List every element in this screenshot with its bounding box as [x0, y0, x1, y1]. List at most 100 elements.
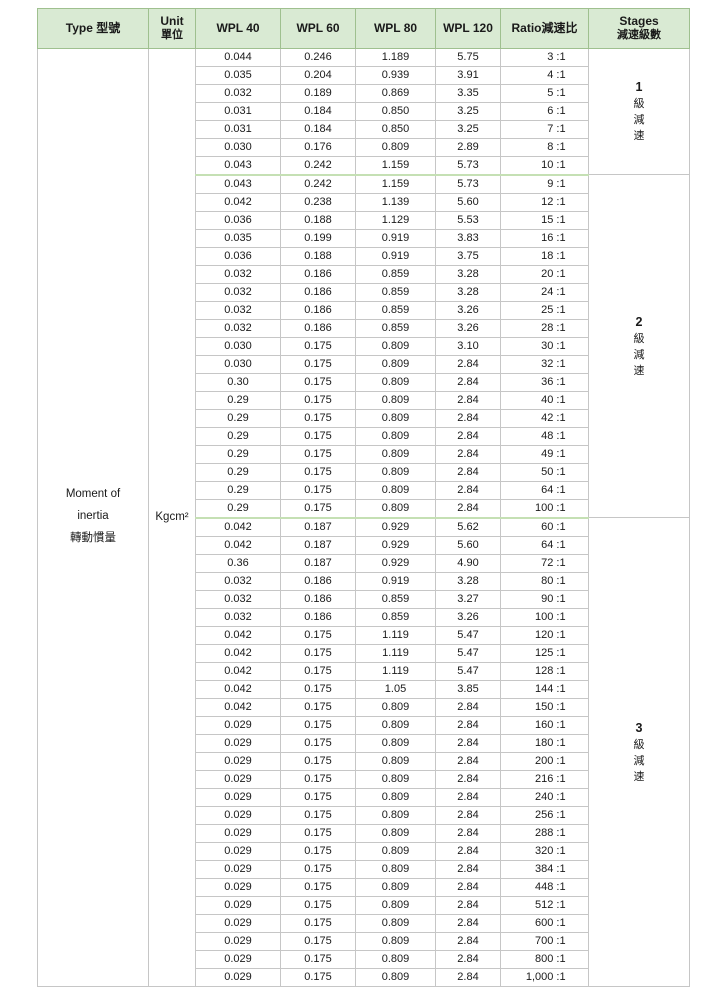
cell-wpl40: 0.032: [195, 571, 281, 591]
cell-wpl60: 0.204: [280, 65, 356, 85]
cell-wpl80: 0.809: [355, 787, 436, 807]
cell-wpl60: 0.175: [280, 643, 356, 663]
stage-label-char: 減: [633, 114, 645, 127]
ratio-value-wrap: 64:1: [523, 482, 565, 499]
cell-ratio: 36:1: [500, 372, 589, 392]
ratio-number: 216: [535, 772, 554, 785]
ratio-suffix: :1: [556, 880, 566, 893]
cell-wpl60: 0.187: [280, 517, 356, 537]
ratio-suffix: :1: [556, 231, 566, 244]
cell-wpl80: 0.859: [355, 589, 436, 609]
column-header-main: WPL 60: [296, 20, 340, 35]
table-row: 0.036 0.188 0.919 3.75 18:1: [38, 246, 690, 266]
ratio-number: 9: [547, 177, 554, 190]
table-row: 0.029 0.175 0.809 2.84 288:1: [38, 823, 690, 843]
cell-wpl40: 0.029: [195, 949, 281, 969]
ratio-number: 28: [541, 321, 554, 334]
table-row: 0.035 0.204 0.939 3.91 4:1: [38, 65, 690, 85]
cell-ratio: 144:1: [500, 679, 589, 699]
cell-wpl60: 0.199: [280, 228, 356, 248]
column-header-sub: 減速級數: [617, 29, 661, 41]
ratio-suffix: :1: [556, 574, 566, 587]
cell-wpl80: 0.809: [355, 372, 436, 392]
ratio-value-wrap: 3:1: [523, 49, 565, 66]
cell-wpl120: 5.60: [435, 535, 501, 555]
ratio-value-wrap: 12:1: [523, 194, 565, 211]
cell-wpl80: 0.850: [355, 119, 436, 139]
ratio-suffix: :1: [556, 556, 566, 569]
cell-ratio: 12:1: [500, 192, 589, 212]
cell-wpl40: 0.031: [195, 101, 281, 121]
table-body: Moment of inertia 轉動慣量 Kgcm² 0.044 0.246 1.189…: [37, 47, 690, 987]
cell-wpl120: 2.84: [435, 769, 501, 789]
cell-wpl40: 0.036: [195, 246, 281, 266]
table-row: 0.031 0.184 0.850 3.25 7:1: [38, 119, 690, 139]
cell-wpl120: 2.84: [435, 859, 501, 879]
ratio-number: 1,000: [525, 970, 554, 983]
cell-wpl80: 0.859: [355, 264, 436, 284]
cell-wpl60: 0.242: [280, 155, 356, 176]
ratio-value-wrap: 320:1: [523, 843, 566, 860]
ratio-value-wrap: 160:1: [523, 717, 566, 734]
cell-wpl40: 0.032: [195, 318, 281, 338]
cell-wpl120: 3.25: [435, 101, 501, 121]
cell-wpl60: 0.175: [280, 967, 356, 987]
moment-of-inertia-table: Type 型號 Unit 單位 WPL 40 WPL 60 WPL 80 WPL 120 Ra…: [37, 8, 690, 987]
cell-wpl60: 0.175: [280, 444, 356, 464]
cell-wpl120: 2.89: [435, 137, 501, 157]
cell-wpl60: 0.175: [280, 625, 356, 645]
ratio-number: 4: [547, 68, 554, 81]
ratio-value-wrap: 48:1: [523, 428, 565, 445]
cell-ratio: 48:1: [500, 426, 589, 446]
ratio-number: 16: [541, 231, 554, 244]
cell-wpl120: 3.91: [435, 65, 501, 85]
cell-wpl60: 0.175: [280, 787, 356, 807]
stage-label-char: 速: [633, 130, 645, 143]
ratio-suffix: :1: [556, 86, 566, 99]
cell-wpl40: 0.29: [195, 498, 281, 519]
ratio-suffix: :1: [556, 465, 566, 478]
cell-wpl120: 5.73: [435, 174, 501, 194]
cell-wpl120: 2.84: [435, 372, 501, 392]
cell-wpl120: 5.75: [435, 47, 501, 67]
cell-ratio: 7:1: [500, 119, 589, 139]
cell-wpl60: 0.175: [280, 390, 356, 410]
ratio-value-wrap: 42:1: [523, 410, 565, 427]
ratio-suffix: :1: [556, 357, 566, 370]
cell-ratio: 28:1: [500, 318, 589, 338]
ratio-number: 384: [535, 862, 554, 875]
ratio-suffix: :1: [556, 411, 566, 424]
cell-wpl80: 0.809: [355, 805, 436, 825]
ratio-suffix: :1: [556, 303, 566, 316]
cell-wpl120: 2.84: [435, 913, 501, 933]
cell-wpl120: 2.84: [435, 967, 501, 987]
ratio-value-wrap: 18:1: [523, 248, 565, 265]
ratio-suffix: :1: [556, 68, 566, 81]
cell-wpl120: 5.53: [435, 210, 501, 230]
ratio-suffix: :1: [556, 104, 566, 117]
cell-wpl120: 3.83: [435, 228, 501, 248]
cell-wpl40: 0.042: [195, 192, 281, 212]
ratio-number: 20: [541, 267, 554, 280]
cell-ratio: 24:1: [500, 282, 589, 302]
cell-wpl120: 5.60: [435, 192, 501, 212]
cell-wpl40: 0.042: [195, 625, 281, 645]
cell-wpl80: 0.859: [355, 282, 436, 302]
ratio-value-wrap: 384:1: [523, 861, 566, 878]
stage-number: 2: [635, 314, 643, 329]
column-header-main: Ratio減速比: [511, 20, 578, 35]
ratio-suffix: :1: [556, 177, 566, 190]
ratio-number: 90: [541, 592, 554, 605]
cell-wpl80: 0.809: [355, 715, 436, 735]
cell-wpl80: 1.119: [355, 643, 436, 663]
cell-ratio: 64:1: [500, 480, 589, 500]
cell-wpl60: 0.175: [280, 823, 356, 843]
ratio-number: 50: [541, 465, 554, 478]
ratio-value-wrap: 36:1: [523, 374, 565, 391]
cell-ratio: 512:1: [500, 895, 589, 915]
cell-wpl40: 0.029: [195, 931, 281, 951]
cell-wpl40: 0.035: [195, 65, 281, 85]
cell-wpl80: 1.119: [355, 625, 436, 645]
cell-wpl80: 0.809: [355, 895, 436, 915]
cell-wpl40: 0.043: [195, 174, 281, 194]
